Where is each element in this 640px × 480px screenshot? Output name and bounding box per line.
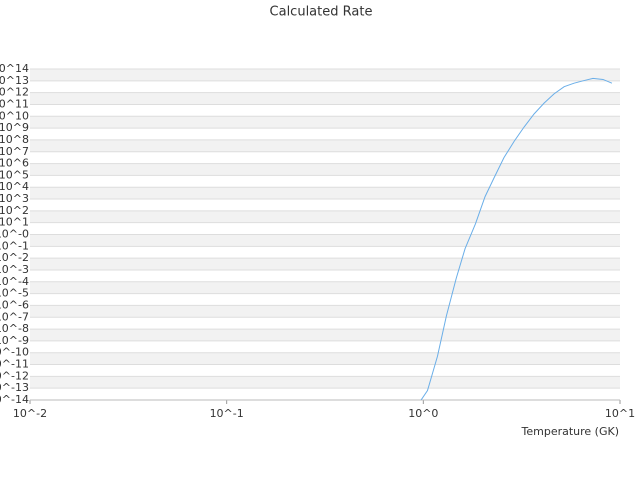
grid-band (30, 116, 620, 129)
x-tick-label: 10^1 (605, 407, 635, 420)
y-tick-label: 10^11 (0, 97, 29, 110)
grid-band (30, 305, 620, 318)
y-tick-label: 10^-12 (0, 369, 29, 382)
y-tick-label: 10^-2 (0, 251, 29, 264)
y-tick-label: 10^10 (0, 109, 29, 122)
y-tick-label: 10^12 (0, 86, 29, 99)
y-tick-label: 10^-7 (0, 310, 29, 323)
y-tick-label: 10^9 (0, 121, 29, 134)
y-tick-label: 10^-13 (0, 381, 29, 394)
y-tick-label: 10^-9 (0, 334, 29, 347)
y-tick-label: 10^14 (0, 62, 29, 75)
y-tick-label: 10^-5 (0, 287, 29, 300)
grid-band (30, 352, 620, 365)
y-tick-label: 10^4 (0, 180, 29, 193)
y-tick-label: 10^2 (0, 204, 29, 217)
grid-band (30, 234, 620, 247)
grid-band (30, 281, 620, 294)
x-tick-label: 10^-2 (13, 407, 47, 420)
grid (29, 68, 621, 404)
plot-area (420, 77, 613, 400)
chart-title: Calculated Rate (270, 5, 373, 20)
y-tick-label: 10^1 (0, 216, 29, 229)
y-tick-label: 10^13 (0, 74, 29, 87)
grid-band (30, 163, 620, 176)
grid-band (30, 139, 620, 152)
y-tick-label: 10^-6 (0, 298, 29, 311)
y-tick-label: 10^-10 (0, 346, 29, 359)
y-tick-label: 10^5 (0, 168, 29, 181)
y-tick-label: 10^-0 (0, 228, 29, 241)
x-tick-label: 10^-1 (210, 407, 244, 420)
y-tick-label: 10^-11 (0, 358, 29, 371)
y-tick-label: 10^-3 (0, 263, 29, 276)
grid-band (30, 329, 620, 341)
grid-band (30, 187, 620, 200)
grid-band (30, 69, 620, 81)
grid-band (30, 210, 620, 223)
x-axis-label: Temperature (GK) (521, 425, 620, 438)
y-tick-label: 10^-8 (0, 322, 29, 335)
y-tick-label: 10^3 (0, 192, 29, 205)
data-line (420, 77, 613, 400)
x-tick-label: 10^0 (408, 407, 438, 420)
y-tick-label: 10^8 (0, 133, 29, 146)
y-tick-label: 10^6 (0, 157, 29, 170)
grid-band (30, 92, 620, 105)
grid-band (30, 258, 620, 270)
y-tick-label: 10^-1 (0, 239, 29, 252)
grid-band (30, 376, 620, 389)
y-tick-label: 10^-14 (0, 393, 29, 406)
y-tick-label: 10^7 (0, 145, 29, 158)
y-tick-label: 10^-4 (0, 275, 29, 288)
